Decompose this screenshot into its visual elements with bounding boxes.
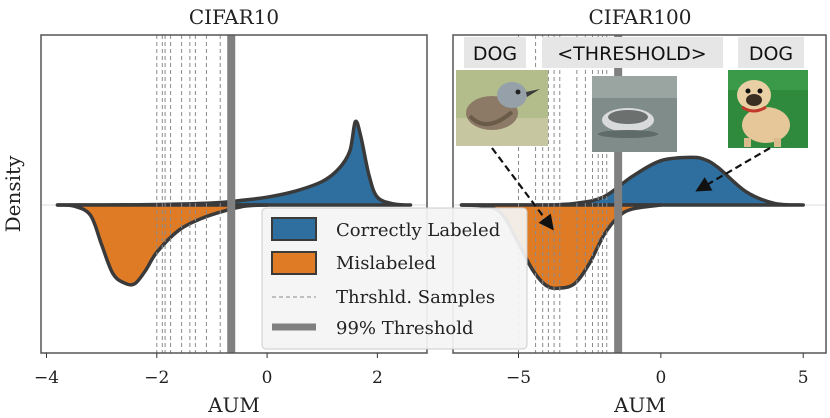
y-axis-label: Density: [1, 155, 25, 232]
panel-cifar10: −4 −2 0 2 CIFAR10 AUM: [34, 5, 428, 417]
chart-title: CIFAR10: [189, 5, 279, 29]
x-tick-label: 2: [372, 368, 383, 388]
chart-title: CIFAR100: [588, 5, 691, 29]
svg-text:DOG: DOG: [749, 43, 793, 65]
legend-box: [261, 207, 528, 350]
x-tick-label: −5: [506, 368, 531, 388]
x-axis-label: AUM: [613, 393, 666, 417]
density-mislabeled: [55, 203, 269, 287]
legend-label-correct: Correctly Labeled: [336, 220, 500, 241]
arrow-bird: [491, 147, 554, 231]
threshold-sample-lines: [156, 35, 221, 353]
x-tick-label: −2: [144, 368, 169, 388]
x-axis-ticks: −4 −2 0 2: [34, 353, 383, 388]
plot-frame: [40, 34, 428, 354]
pug-thumbnail: [728, 70, 808, 148]
plot-frame: [452, 34, 827, 354]
x-axis-ticks: −5 0 5: [506, 353, 809, 388]
x-tick-label: 5: [798, 368, 809, 388]
density-correct-labeled: [459, 155, 805, 207]
x-tick-label: −4: [34, 368, 59, 388]
legend-swatch-correct: [271, 217, 317, 241]
x-axis-label: AUM: [207, 393, 260, 417]
arrow-pug: [695, 147, 771, 192]
badge-threshold: <THRESHOLD>: [542, 37, 723, 68]
legend-swatch-mislabeled: [271, 251, 317, 275]
badge-dog-left: DOG: [464, 37, 526, 68]
svg-text:<THRESHOLD>: <THRESHOLD>: [557, 43, 706, 65]
legend-label-samples: Thrshld. Samples: [336, 287, 495, 308]
legend-label-threshold: 99% Threshold: [336, 318, 474, 339]
legend: Correctly Labeled Mislabeled Thrshld. Sa…: [261, 207, 528, 350]
x-tick-label: 0: [655, 368, 666, 388]
x-tick-label: 0: [262, 368, 273, 388]
legend-label-mislabeled: Mislabeled: [336, 253, 436, 274]
badge-dog-right: DOG: [738, 37, 804, 68]
bird-thumbnail: [456, 70, 548, 146]
density-areas: [41, 119, 427, 287]
boat-thumbnail: [592, 76, 677, 152]
svg-text:DOG: DOG: [473, 43, 517, 65]
